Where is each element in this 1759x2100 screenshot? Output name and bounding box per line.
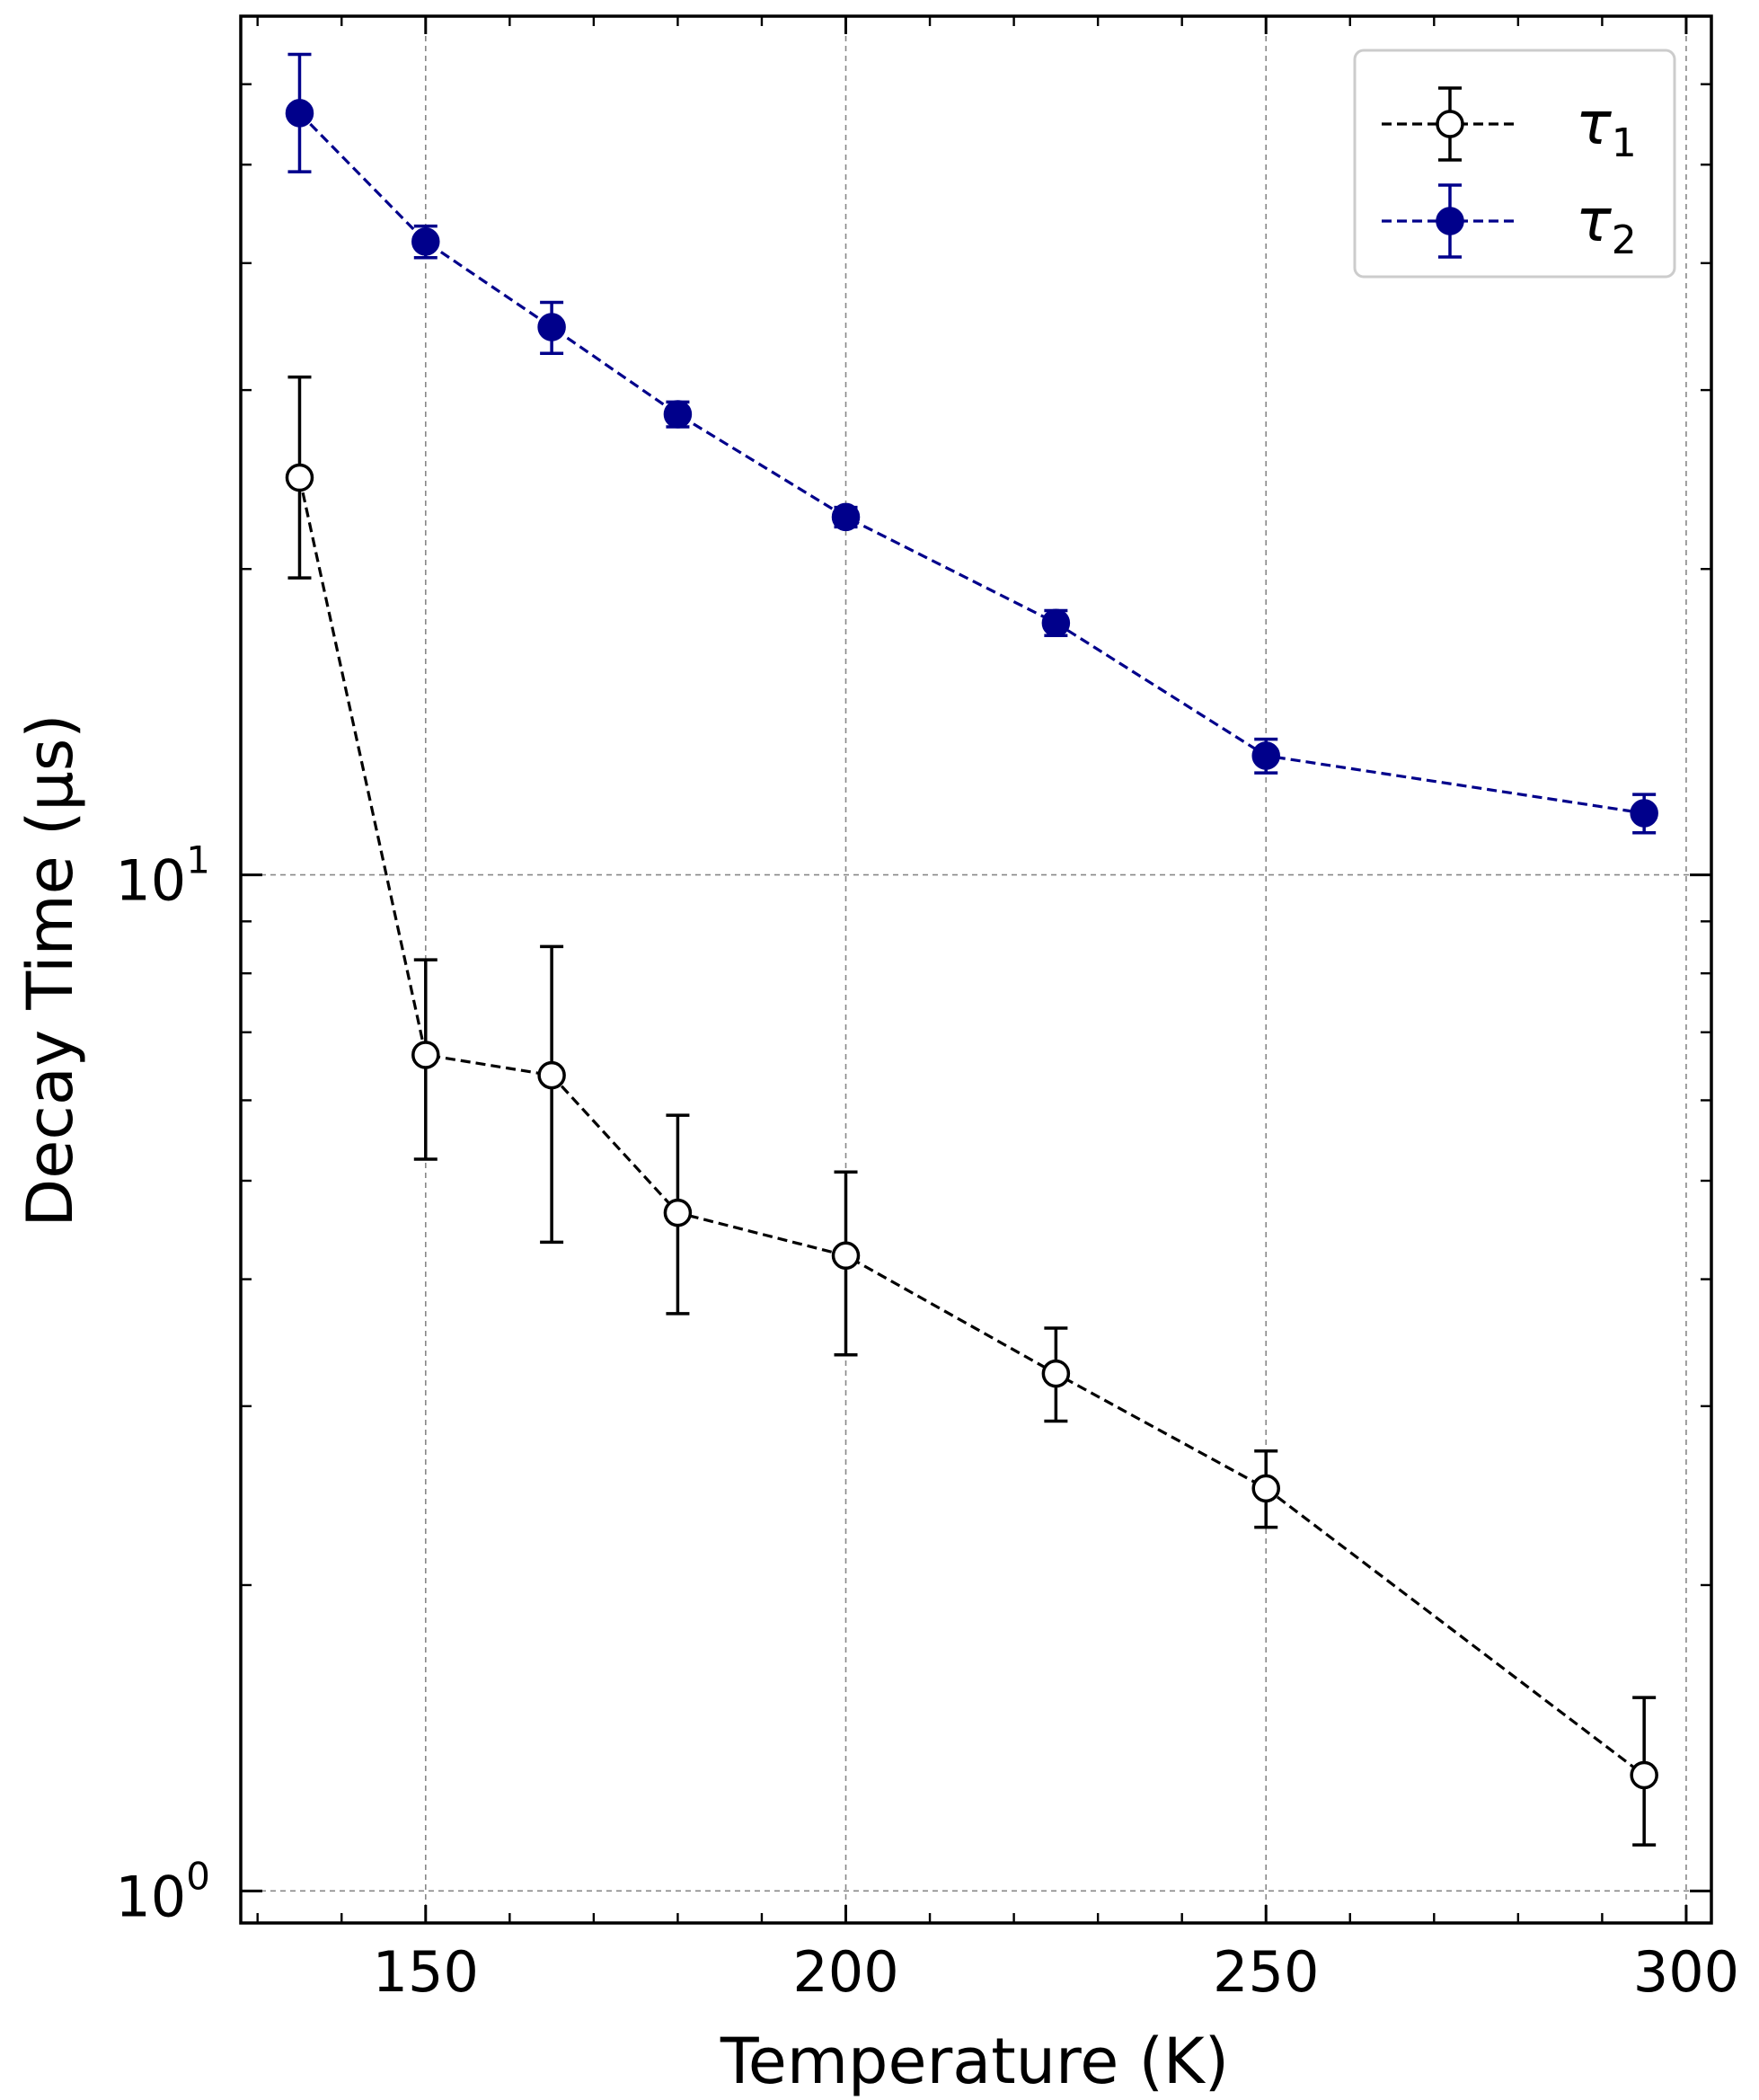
y-tick-label: 100	[115, 1854, 210, 1929]
y-tick-exponent: 1	[186, 838, 210, 882]
series-1	[285, 375, 1658, 1847]
series-layer	[285, 52, 1658, 1847]
legend-marker	[1436, 207, 1464, 235]
y-tick-label: 101	[115, 838, 210, 914]
data-point	[1630, 799, 1658, 828]
data-point	[411, 1041, 440, 1069]
data-point	[831, 502, 861, 532]
minor-ticks	[241, 14, 1711, 1923]
data-point	[1630, 1760, 1658, 1790]
y-axis-label: Decay Time (μs)	[13, 713, 87, 1227]
data-point	[1251, 741, 1280, 770]
legend-entry-1: τ1	[1382, 86, 1637, 166]
legend-entry-2: τ2	[1382, 183, 1637, 263]
data-point	[285, 463, 314, 492]
y-tick-labels: 100 101	[115, 838, 210, 1930]
major-ticks	[241, 16, 1711, 1923]
series-2	[285, 52, 1658, 835]
legend: τ1 τ2	[1353, 49, 1676, 279]
x-tick-labels: 150 200 250 300	[373, 1939, 1739, 2005]
data-point	[537, 313, 566, 341]
x-tick-label: 200	[792, 1939, 898, 2005]
x-tick-label: 150	[373, 1939, 479, 2005]
data-point	[831, 1241, 861, 1271]
data-point	[285, 99, 314, 128]
legend-label-subscript: 1	[1612, 120, 1637, 166]
series-line	[297, 477, 1646, 1777]
grid-lines	[241, 16, 1711, 1923]
legend-label-subscript: 2	[1612, 217, 1637, 263]
data-point	[1041, 608, 1071, 637]
legend-marker	[1436, 110, 1464, 138]
data-point	[1251, 1474, 1280, 1503]
plot-frame	[239, 14, 1713, 1925]
x-tick-label: 250	[1213, 1939, 1319, 2005]
legend-entries: τ1 τ2	[1382, 86, 1637, 263]
series-line	[298, 111, 1645, 815]
data-point	[411, 227, 440, 256]
data-point	[537, 1060, 566, 1090]
data-point	[663, 400, 693, 429]
x-tick-label: 300	[1633, 1939, 1739, 2005]
x-axis-label: Temperature (K)	[720, 2025, 1229, 2098]
data-point	[1041, 1359, 1071, 1388]
data-point	[663, 1198, 693, 1227]
y-tick-exponent: 0	[186, 1854, 210, 1898]
